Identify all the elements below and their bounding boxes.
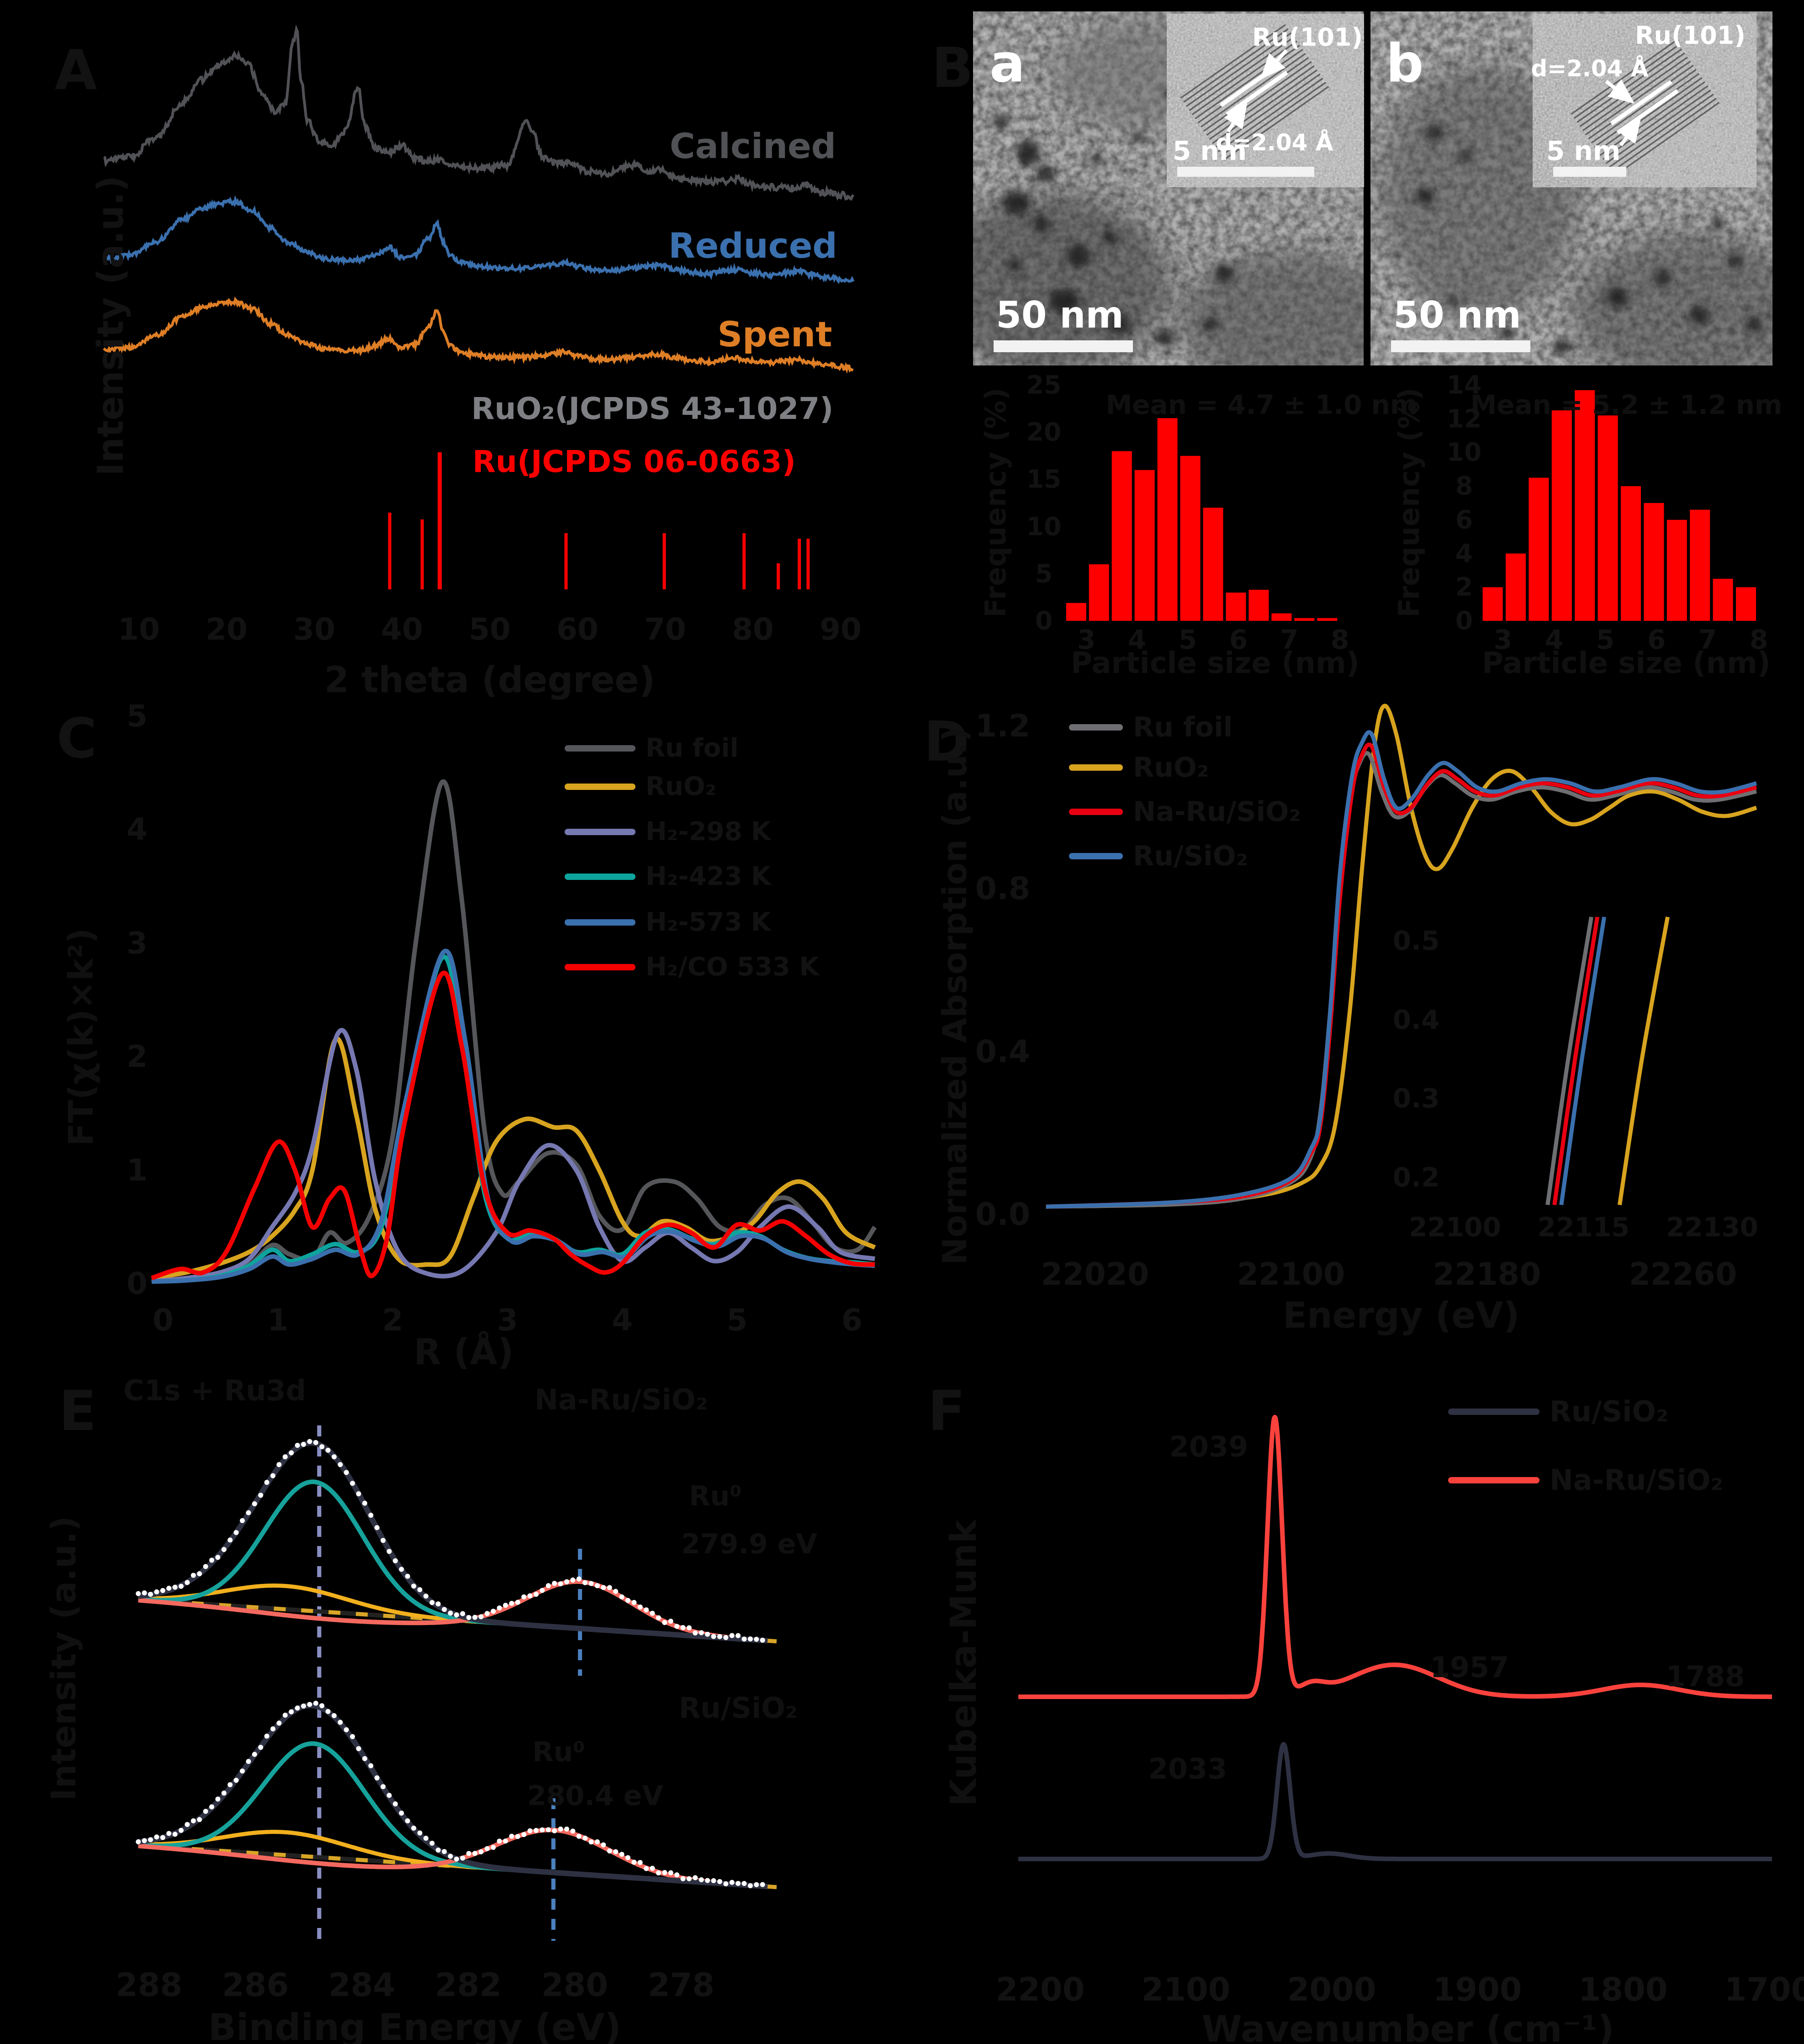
exafs-curve bbox=[151, 954, 875, 1284]
xanes-curve bbox=[1046, 730, 1757, 1209]
hist-a-bar bbox=[1294, 618, 1315, 621]
exafs-curve bbox=[151, 970, 875, 1281]
hist-a-bar bbox=[1317, 618, 1338, 621]
xps-envelope bbox=[138, 1703, 768, 1890]
xrd-curve-spent bbox=[103, 297, 854, 374]
hist-b-bar bbox=[1598, 415, 1618, 621]
hist-b-bar bbox=[1506, 553, 1526, 621]
drifts-curve-0 bbox=[1018, 1742, 1772, 1862]
exafs-curve bbox=[151, 948, 875, 1284]
hist-a-bar bbox=[1203, 508, 1223, 621]
nanoparticles-a bbox=[993, 89, 1234, 346]
hist-a-bar bbox=[1180, 455, 1201, 621]
arrow-to-lattice-b-top bbox=[1605, 79, 1635, 104]
tem-inset-b bbox=[1533, 14, 1756, 187]
xanes-inset-curve bbox=[1545, 916, 1593, 1206]
hist-b-bar bbox=[1551, 410, 1572, 621]
hist-b-bar bbox=[1736, 587, 1756, 621]
tem-inset-a bbox=[1167, 14, 1364, 187]
hist-b-bar bbox=[1482, 587, 1503, 621]
xrd-curve-reduced bbox=[102, 195, 855, 285]
xanes-curve bbox=[1046, 704, 1757, 1209]
xps-data-dots bbox=[136, 1439, 765, 1643]
xanes-inset-curve bbox=[1559, 916, 1607, 1206]
hist-b-bar bbox=[1621, 486, 1641, 621]
hist-b-bar bbox=[1666, 519, 1687, 621]
drifts-curve-1 bbox=[1018, 1415, 1772, 1699]
arrow-to-lattice-a-top bbox=[1260, 49, 1288, 79]
hist-a-bar bbox=[1066, 603, 1086, 621]
arrow-to-lattice-a-bottom bbox=[1224, 102, 1248, 133]
hist-a-bar bbox=[1249, 589, 1269, 621]
xanes-inset-curve bbox=[1617, 916, 1670, 1206]
xanes-curve bbox=[1046, 751, 1757, 1209]
hist-a-bar bbox=[1134, 470, 1155, 621]
arrow-to-lattice-b-bottom bbox=[1617, 116, 1641, 147]
hist-b-bar bbox=[1529, 477, 1549, 621]
xps-component-ru0 bbox=[138, 1579, 768, 1643]
hist-a-bar bbox=[1157, 418, 1178, 621]
nanoparticles-b bbox=[1416, 125, 1762, 355]
hist-b-bar bbox=[1713, 578, 1733, 621]
hist-b-bar bbox=[1575, 390, 1595, 621]
hist-b-bar bbox=[1644, 503, 1664, 621]
hist-a-bar bbox=[1111, 451, 1132, 621]
xanes-inset-curve bbox=[1552, 916, 1600, 1206]
xps-component-c1s bbox=[138, 1741, 768, 1889]
hist-b-bar bbox=[1690, 509, 1710, 621]
xrd-curve-calcined bbox=[103, 24, 855, 201]
hist-a-bar bbox=[1226, 593, 1246, 621]
hist-a-bar bbox=[1089, 564, 1109, 621]
xps-component-c1s bbox=[138, 1479, 768, 1643]
hist-a-bar bbox=[1271, 613, 1292, 621]
xanes-curve bbox=[1046, 742, 1757, 1209]
xps-data-dots bbox=[136, 1700, 765, 1889]
